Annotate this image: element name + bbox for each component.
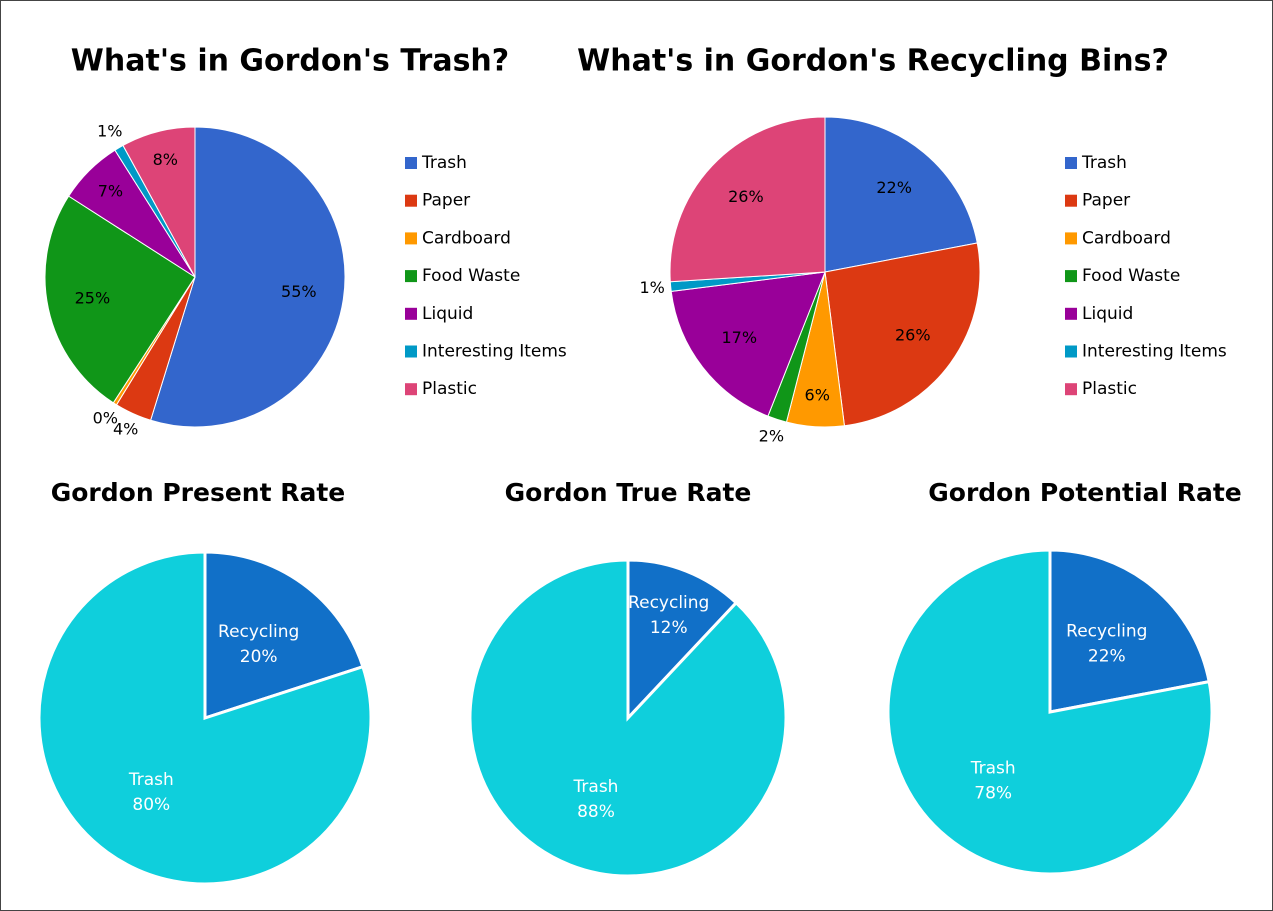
slice-name: Trash xyxy=(970,759,1016,779)
pie-slice xyxy=(886,548,1214,876)
legend-swatch xyxy=(1065,232,1077,245)
legend-swatch xyxy=(405,157,417,169)
pie-slice xyxy=(670,271,826,417)
pie-slice xyxy=(122,126,196,278)
legend-label: Liquid xyxy=(1082,304,1133,324)
slice-name: Recycling xyxy=(218,622,299,642)
legend-label: Interesting Items xyxy=(1082,342,1227,362)
legend-label: Food Waste xyxy=(1082,266,1180,286)
pie-slice xyxy=(468,558,788,878)
slice-label: 22% xyxy=(1088,646,1126,666)
legend-label: Trash xyxy=(1081,153,1127,173)
legend-label: Plastic xyxy=(1082,379,1137,399)
slice-label: 7% xyxy=(98,181,123,200)
chart-title: Gordon True Rate xyxy=(505,478,752,507)
pie-slice xyxy=(1048,548,1211,714)
slice-label: 78% xyxy=(974,784,1012,804)
pie-slice xyxy=(626,558,739,722)
legend-swatch xyxy=(1065,270,1077,283)
legend-label: Cardboard xyxy=(1082,228,1171,248)
pie-slice xyxy=(824,116,978,273)
legend-swatch xyxy=(405,194,417,207)
chart-title: Gordon Potential Rate xyxy=(928,478,1242,507)
legend-label: Paper xyxy=(422,191,470,211)
slice-label: 26% xyxy=(895,325,931,344)
legend-label: Trash xyxy=(421,153,467,173)
chart-title: Gordon Present Rate xyxy=(51,478,346,507)
slice-name: Trash xyxy=(573,777,619,797)
legend-label: Paper xyxy=(1082,191,1130,211)
slice-label: 2% xyxy=(759,427,784,446)
legend-swatch xyxy=(1065,194,1077,207)
slice-label: 88% xyxy=(577,802,615,822)
pie-slice xyxy=(149,126,346,428)
legend-swatch xyxy=(405,232,417,245)
pie-slice xyxy=(669,116,826,283)
legend-swatch xyxy=(1065,345,1077,358)
legend-swatch xyxy=(1065,157,1077,169)
pie-slice xyxy=(203,550,365,721)
chart-title: What's in Gordon's Trash? xyxy=(71,44,509,79)
slice-label: 17% xyxy=(721,328,757,347)
slice-label: 22% xyxy=(876,178,912,197)
slice-label: 4% xyxy=(113,420,138,439)
pie-slice xyxy=(44,195,196,404)
legend-label: Cardboard xyxy=(422,228,511,248)
slice-label: 12% xyxy=(650,618,688,638)
slice-label: 1% xyxy=(639,278,664,297)
slice-label: 26% xyxy=(728,187,764,206)
legend-swatch xyxy=(405,383,417,396)
slice-label: 1% xyxy=(97,122,122,141)
legend-swatch xyxy=(405,345,417,358)
pie-slice xyxy=(824,242,981,427)
slice-label: 8% xyxy=(153,150,178,169)
legend-label: Liquid xyxy=(422,304,473,324)
legend-label: Food Waste xyxy=(422,266,520,286)
slice-name: Trash xyxy=(128,770,174,790)
slice-label: 80% xyxy=(132,795,170,815)
slice-label: 20% xyxy=(240,647,278,667)
legend-label: Plastic xyxy=(422,379,477,399)
slice-label: 55% xyxy=(281,282,317,301)
slice-label: 25% xyxy=(75,289,111,308)
legend-label: Interesting Items xyxy=(422,342,567,362)
legend-swatch xyxy=(1065,383,1077,396)
slice-name: Recycling xyxy=(628,593,709,613)
slice-name: Recycling xyxy=(1066,621,1147,641)
slice-label: 0% xyxy=(93,409,118,428)
chart-title: What's in Gordon's Recycling Bins? xyxy=(577,44,1169,79)
slice-label: 6% xyxy=(805,385,830,404)
legend-swatch xyxy=(405,270,417,283)
legend-swatch xyxy=(405,307,417,320)
legend-swatch xyxy=(1065,307,1077,320)
pie-slice xyxy=(37,550,373,886)
